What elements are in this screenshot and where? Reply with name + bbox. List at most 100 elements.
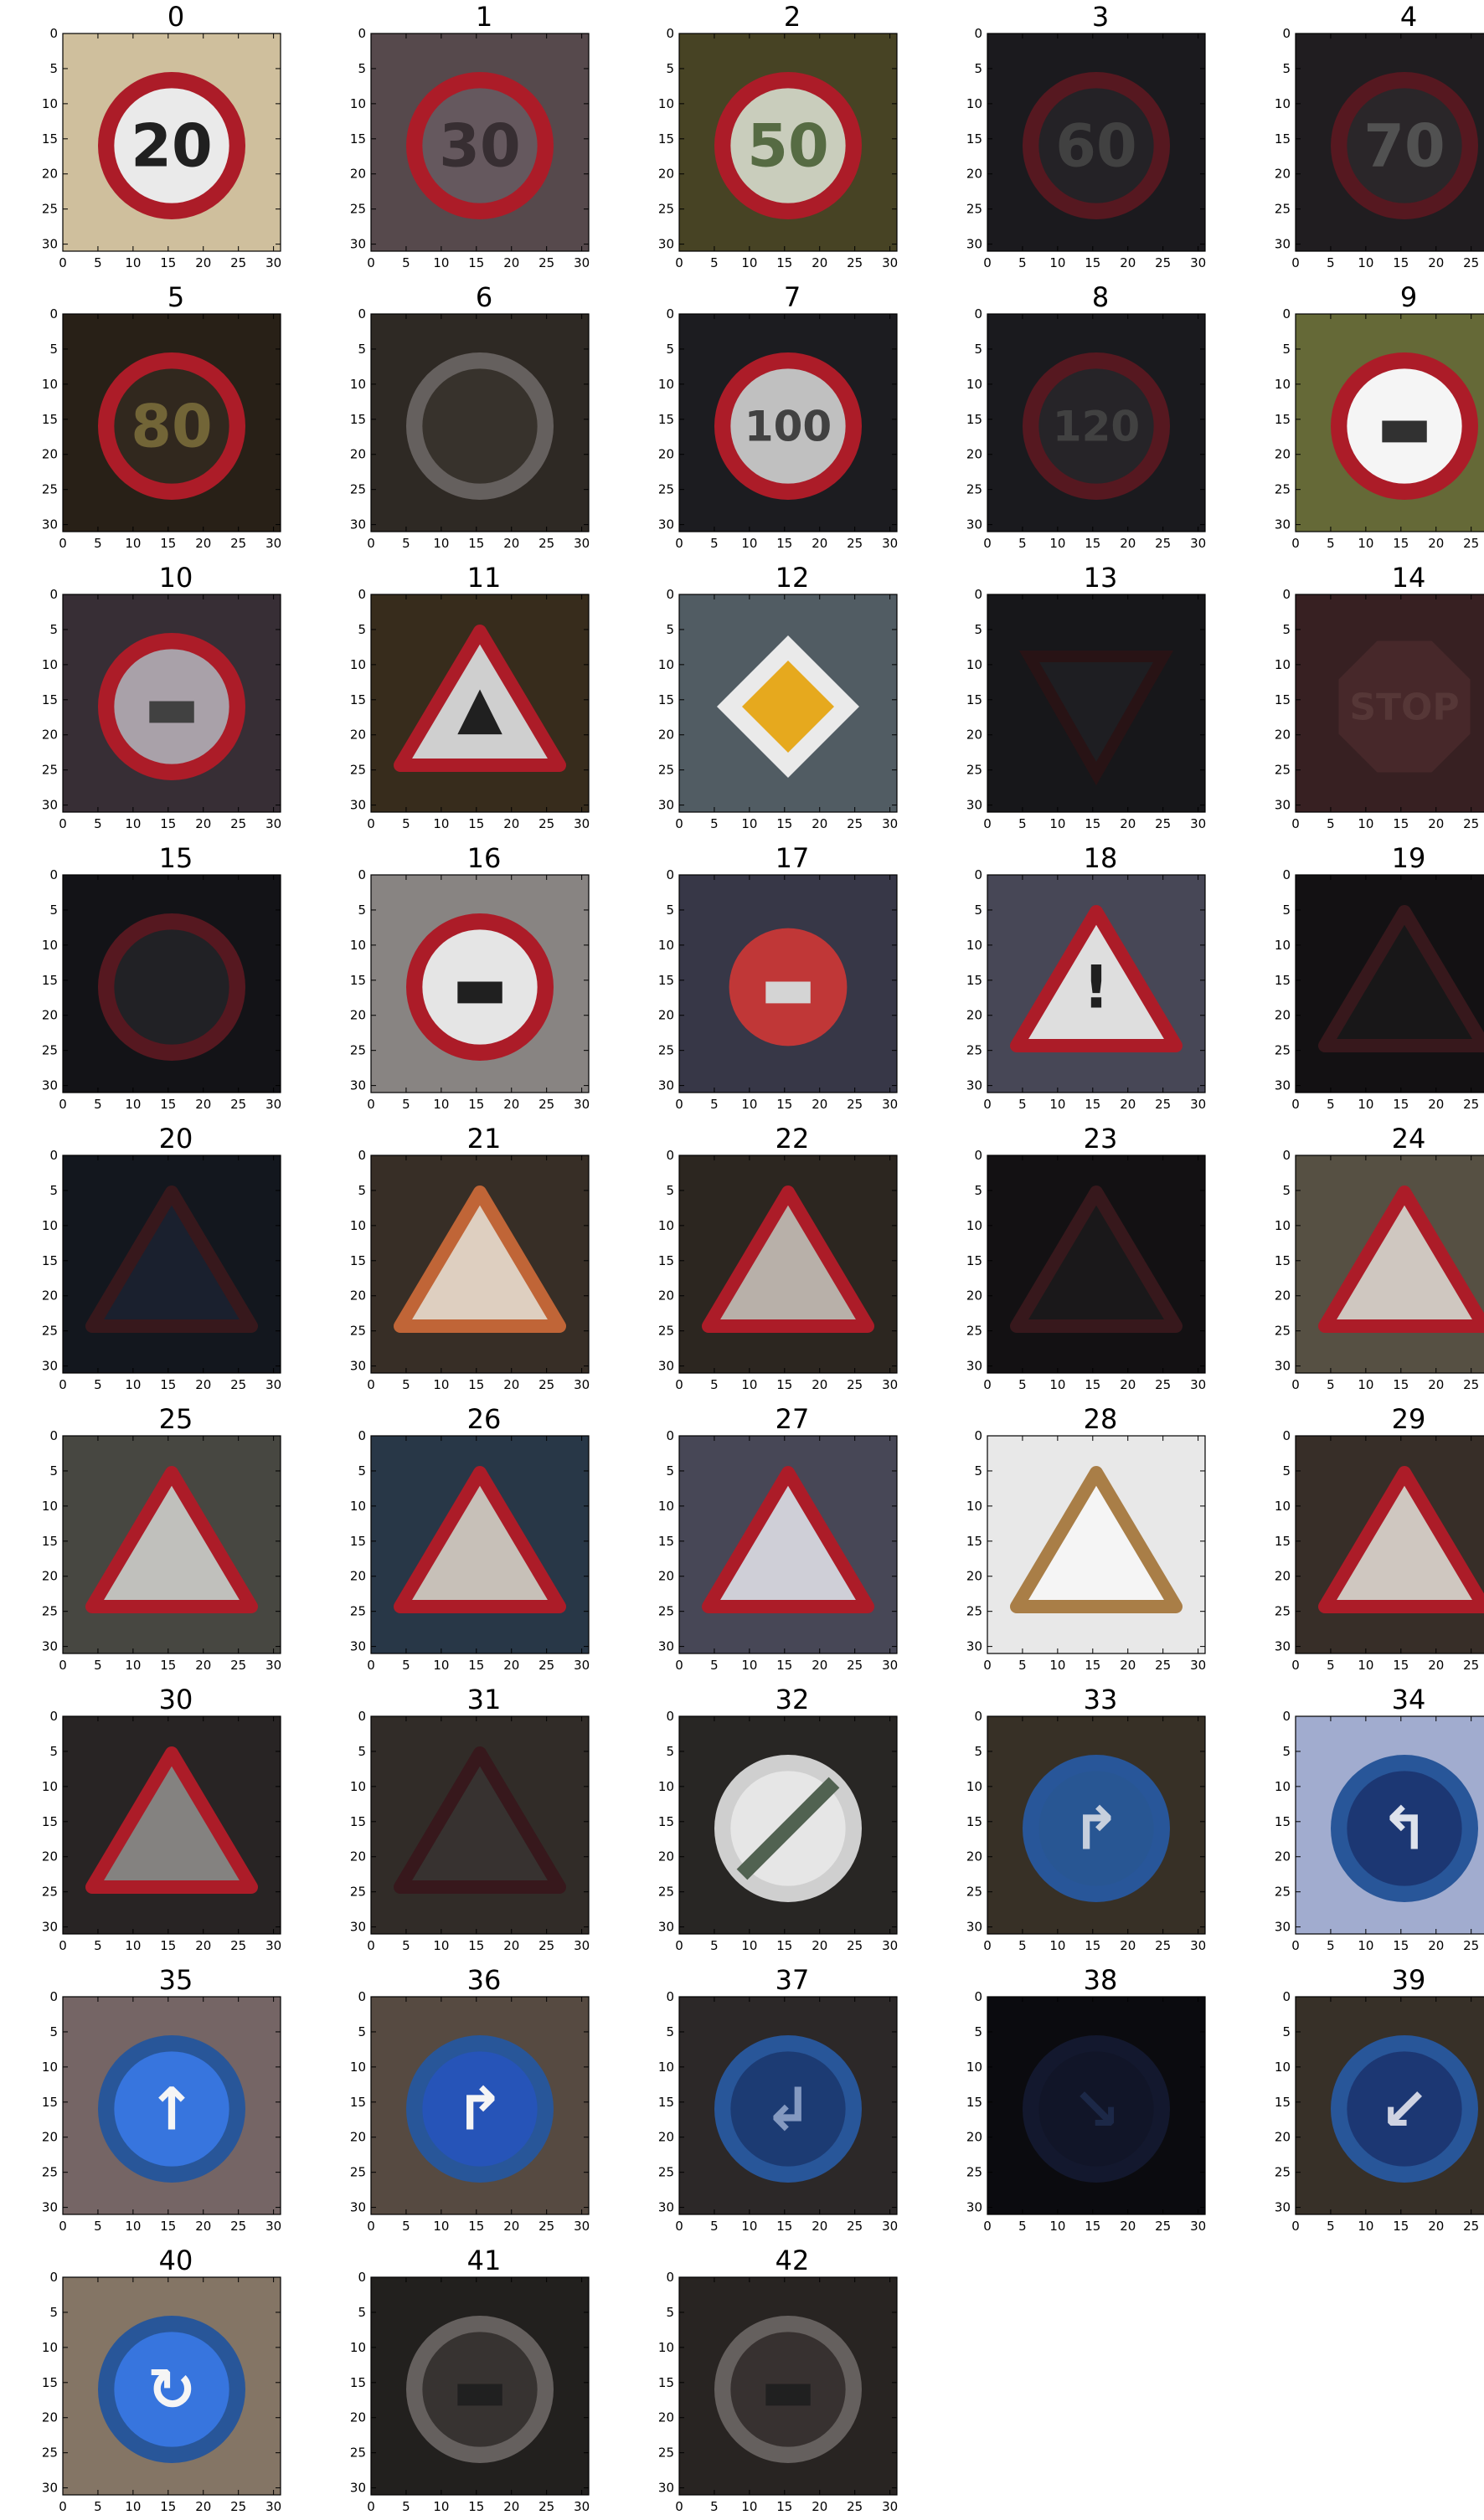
y-tick-label: 25 (42, 1885, 58, 1900)
axes-frame (678, 1155, 898, 1374)
x-tick-label: 10 (125, 1938, 141, 1953)
panel-title: 35 (158, 1964, 193, 1996)
y-tick-label: 20 (658, 2410, 674, 2425)
y-tick-label: 0 (1282, 1148, 1291, 1163)
x-tick-label: 10 (741, 816, 757, 831)
y-tick-label: 0 (974, 26, 982, 41)
sign-panel: 23 0 5 10 15 20 25 30 0 5 10 15 20 25 30 (958, 1122, 1243, 1398)
x-tick-label: 30 (882, 536, 898, 551)
x-tick-label: 0 (983, 1097, 992, 1112)
x-tick-label: 15 (1393, 1938, 1409, 1953)
sign-image: ↘ (987, 1997, 1205, 2214)
sign-image: ▬ (679, 2277, 897, 2495)
sign-face (114, 649, 229, 764)
y-tick-label: 10 (1275, 1218, 1291, 1233)
y-tick-label: 0 (1282, 587, 1291, 602)
x-tick-label: 15 (1393, 1377, 1409, 1392)
x-tick-label: 5 (1327, 2219, 1335, 2234)
sign-panel: 7100051015202530051015202530 (650, 280, 935, 557)
axes-frame (370, 313, 590, 532)
y-tick-label: 15 (42, 2375, 58, 2390)
y-tick-label: 5 (358, 622, 366, 637)
y-tick-label: 5 (358, 903, 366, 918)
sign-image (63, 1716, 281, 1934)
x-tick-label: 30 (1190, 255, 1206, 270)
axes-frame (987, 1715, 1206, 1935)
x-tick-label: 5 (1327, 536, 1335, 551)
y-tick-label: 15 (658, 1253, 674, 1268)
panel-title: 23 (1083, 1123, 1118, 1155)
sign-triangle (1318, 905, 1484, 1052)
y-tick-label: 25 (350, 2445, 366, 2461)
sign-face (1038, 368, 1154, 484)
y-tick-label: 10 (350, 96, 366, 111)
y-tick-label: 20 (42, 167, 58, 182)
y-tick-label: 20 (658, 1569, 674, 1584)
x-tick-label: 10 (1358, 1377, 1373, 1392)
x-tick-label: 30 (574, 1658, 590, 1673)
panel-title: 2 (783, 1, 801, 33)
sign-glyph: ↲ (764, 2075, 813, 2144)
x-tick-label: 25 (1463, 1377, 1479, 1392)
x-tick-label: 20 (1120, 1097, 1136, 1112)
y-tick-label: 5 (1282, 1744, 1291, 1759)
y-tick-label: 25 (350, 482, 366, 497)
x-tick-label: 5 (1018, 255, 1027, 270)
y-tick-label: 0 (666, 867, 674, 882)
y-tick-label: 0 (974, 1148, 982, 1163)
x-tick-label: 20 (195, 1938, 211, 1953)
y-tick-label: 30 (350, 1639, 366, 1654)
x-tick-label: 5 (402, 1097, 410, 1112)
x-tick-label: 25 (538, 255, 554, 270)
axes-frame (678, 33, 898, 252)
x-tick-label: 25 (1155, 816, 1171, 831)
x-tick-label: 15 (160, 1938, 176, 1953)
x-tick-label: 25 (538, 2219, 554, 2234)
x-tick-label: 0 (675, 1097, 683, 1112)
sign-panel: 22 0 5 10 15 20 25 30 0 5 10 15 20 25 30 (650, 1122, 935, 1398)
x-tick-label: 20 (1120, 255, 1136, 270)
x-tick-label: 10 (741, 1658, 757, 1673)
y-tick-label: 15 (350, 1253, 366, 1268)
y-tick-label: 25 (658, 1885, 674, 1900)
y-tick-label: 25 (42, 763, 58, 778)
sign-panel: 13 0 5 10 15 20 25 30 0 5 10 15 20 25 30 (958, 561, 1243, 837)
y-tick-label: 10 (966, 938, 982, 953)
y-tick-label: 0 (1282, 26, 1291, 41)
y-tick-label: 10 (966, 2060, 982, 2075)
x-tick-label: 5 (94, 816, 102, 831)
y-tick-label: 5 (49, 61, 58, 76)
x-tick-label: 10 (433, 2499, 449, 2514)
axes-frame (370, 1155, 590, 1374)
y-tick-label: 30 (350, 798, 366, 813)
x-tick-label: 15 (468, 1097, 484, 1112)
x-tick-label: 10 (1358, 2219, 1373, 2234)
y-tick-label: 15 (658, 2095, 674, 2110)
y-tick-label: 30 (658, 798, 674, 813)
panel-title: 31 (466, 1684, 502, 1715)
sign-face (422, 929, 538, 1045)
y-tick-label: 15 (658, 1814, 674, 1829)
y-tick-label: 20 (658, 447, 674, 462)
x-tick-label: 30 (265, 1097, 281, 1112)
x-tick-label: 15 (160, 1377, 176, 1392)
panel-title: 27 (775, 1403, 810, 1435)
y-tick-label: 10 (1275, 96, 1291, 111)
y-tick-label: 0 (666, 1709, 674, 1724)
x-tick-label: 25 (230, 816, 246, 831)
x-tick-label: 25 (1463, 816, 1479, 831)
y-tick-label: 15 (966, 412, 982, 427)
y-tick-label: 30 (42, 1359, 58, 1374)
panel-title: 1 (475, 1, 493, 33)
x-tick-label: 5 (1018, 1658, 1027, 1673)
panel-title: 24 (1391, 1123, 1426, 1155)
sign-glyph: 80 (131, 393, 212, 461)
